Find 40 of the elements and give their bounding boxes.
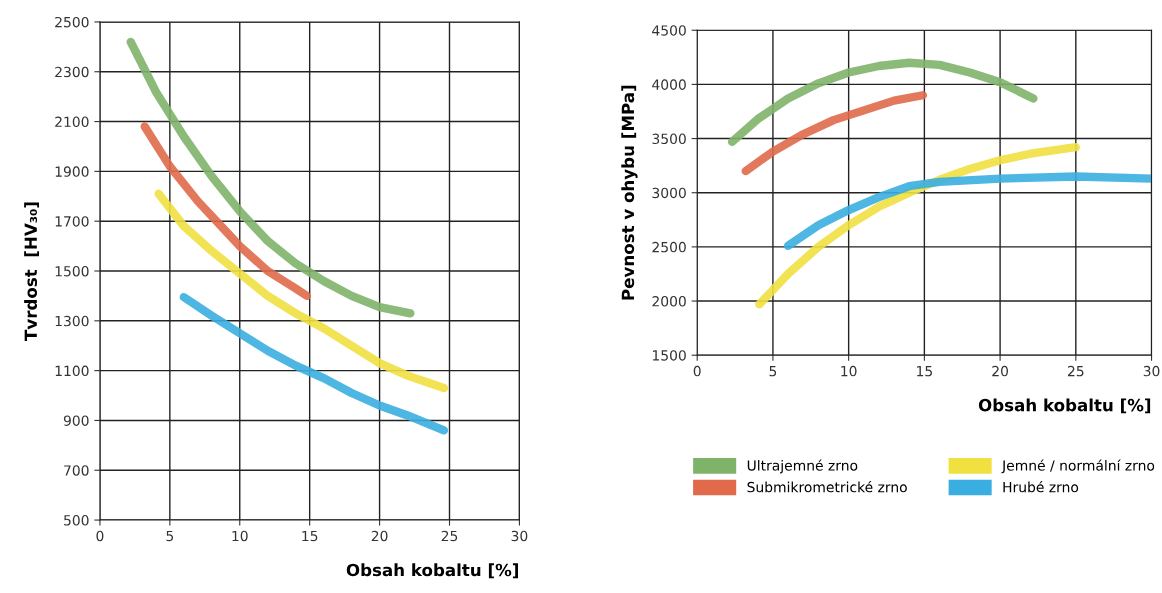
y-tick-label: 500 — [64, 515, 89, 526]
y-tick-label: 1500 — [652, 350, 686, 361]
x-tick-label: 20 — [371, 530, 388, 542]
legend-label: Jemné / normální zrno — [1001, 459, 1155, 474]
x-axis-title: Obsah kobaltu [%] — [978, 398, 1151, 414]
x-tick-label: 5 — [769, 366, 777, 377]
y-tick-label: 4000 — [652, 79, 686, 90]
y-tick-label: 1300 — [55, 315, 89, 327]
x-tick-label: 0 — [693, 365, 701, 377]
y-tick-label: 2000 — [652, 296, 686, 307]
y-tick-label: 3000 — [652, 187, 686, 199]
x-tick-label: 15 — [302, 530, 318, 542]
y-tick-label: 900 — [63, 415, 89, 426]
y-tick-label: 4500 — [652, 25, 686, 36]
y-tick-label: 1700 — [55, 216, 89, 227]
y-tick-label: 1100 — [55, 365, 89, 377]
legend-label: Submikrometrické zrno — [747, 481, 907, 493]
x-tick-label: 0 — [96, 530, 104, 542]
y-tick-label: 2500 — [652, 241, 686, 253]
x-tick-label: 5 — [166, 530, 174, 542]
x-tick-label: 30 — [1143, 365, 1160, 377]
x-tick-label: 25 — [1068, 365, 1084, 377]
y-tick-label: 1900 — [55, 166, 89, 177]
y-axis-title: Pevnost v ohybu [MPa] — [621, 85, 638, 300]
y-tick-label: 3500 — [652, 133, 686, 145]
y-tick-label: 2300 — [55, 66, 89, 78]
x-axis-title: Obsah kobaltu [%] — [346, 563, 518, 579]
y-tick-label: 2500 — [55, 16, 89, 28]
y-tick-label: 2100 — [55, 116, 89, 128]
legend-label: Hrubé zrno — [1003, 481, 1079, 493]
x-tick-label: 25 — [441, 530, 458, 542]
y-tick-label: 700 — [64, 465, 89, 476]
x-tick-label: 20 — [992, 365, 1009, 377]
y-tick-label: 1500 — [55, 265, 89, 277]
x-tick-label: 10 — [841, 365, 857, 377]
x-tick-label: 15 — [917, 366, 932, 377]
legend-label: Ultrajemné zrno — [747, 459, 858, 474]
x-tick-label: 10 — [232, 530, 248, 542]
y-axis-title: Tvrdost [HV₃₀] — [24, 202, 40, 341]
x-tick-label: 30 — [511, 530, 528, 542]
